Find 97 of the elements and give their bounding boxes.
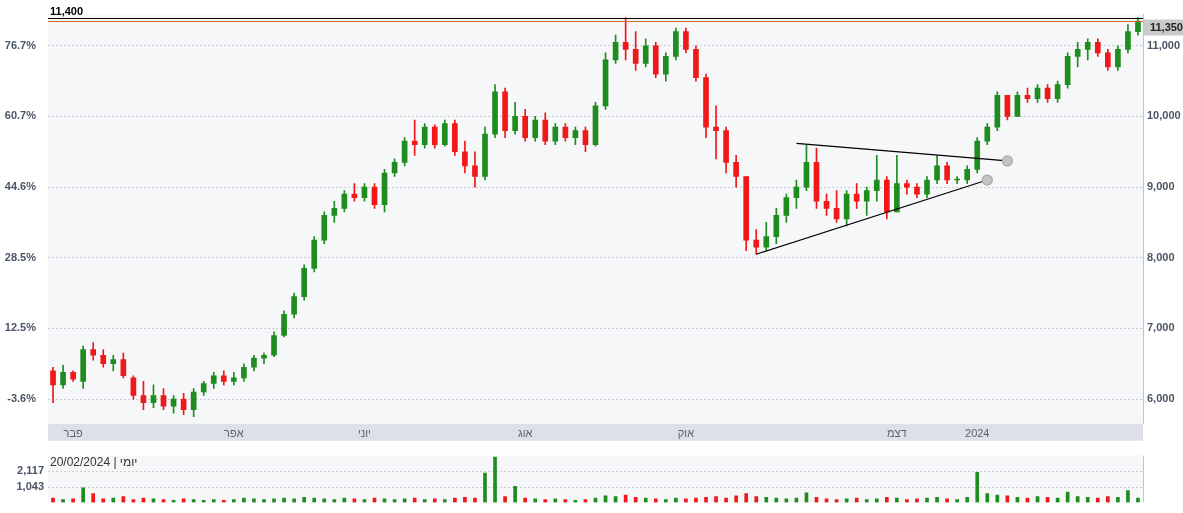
- bar: [663, 499, 668, 503]
- bar: [503, 496, 507, 503]
- y-tick-label: 9,000: [1147, 180, 1175, 193]
- bar: [71, 498, 75, 503]
- bar: [322, 498, 327, 503]
- bar: [965, 496, 970, 503]
- bar: [463, 496, 467, 503]
- bar: [704, 496, 708, 503]
- bar: [674, 497, 678, 503]
- bar: [412, 497, 417, 503]
- bar: [935, 496, 939, 503]
- bar: [744, 493, 749, 503]
- bar: [252, 498, 256, 503]
- bar: [111, 497, 116, 503]
- bar: [282, 497, 286, 503]
- ref-line-label: 11,400: [50, 4, 84, 17]
- bar: [91, 493, 96, 503]
- bar: [975, 472, 980, 503]
- bar: [734, 495, 738, 503]
- y-tick-label: 6,000: [1147, 392, 1175, 405]
- bar: [272, 498, 276, 503]
- bar: [633, 496, 638, 503]
- bar: [885, 496, 889, 503]
- bar: [432, 498, 437, 503]
- x-tick-label: אוק: [677, 427, 695, 440]
- y-tick-label: 1,043: [16, 480, 44, 493]
- bar: [1095, 497, 1100, 503]
- y-tick-label: 7,000: [1147, 321, 1175, 334]
- bar: [553, 498, 558, 503]
- bar: [925, 497, 929, 503]
- bar: [453, 497, 457, 503]
- bar: [422, 499, 427, 503]
- bar: [242, 497, 246, 503]
- bar: [1106, 496, 1110, 503]
- x-tick-label: דצמ: [887, 427, 907, 440]
- x-tick-label: אפר: [224, 427, 244, 440]
- bar: [533, 498, 538, 503]
- bar: [874, 498, 879, 503]
- bar: [332, 499, 337, 503]
- y2-tick-label: 28.5%: [4, 251, 37, 264]
- bar: [864, 499, 869, 503]
- y2-tick-label: 76.7%: [4, 39, 37, 52]
- bar: [292, 498, 296, 503]
- bar: [483, 472, 487, 503]
- bar: [543, 499, 548, 503]
- x-tick-label: אוג: [517, 427, 533, 440]
- bar: [1126, 490, 1130, 503]
- bar: [493, 456, 497, 503]
- bar: [523, 497, 528, 503]
- bar: [694, 497, 698, 503]
- bar: [955, 499, 959, 503]
- bar: [854, 497, 859, 503]
- y-tick-label: 2,117: [17, 464, 44, 477]
- bar: [764, 496, 769, 503]
- bar: [1136, 497, 1140, 503]
- bar: [684, 498, 688, 503]
- candlestick: [411, 119, 418, 156]
- bar: [1085, 496, 1090, 503]
- bar: [101, 498, 106, 503]
- bar: [985, 493, 990, 503]
- y2-tick-label: -3.6%: [7, 392, 37, 405]
- bar: [1075, 496, 1080, 503]
- bar: [905, 499, 909, 503]
- bar: [714, 496, 718, 503]
- bar: [643, 497, 648, 503]
- bar: [232, 499, 236, 503]
- bar: [473, 497, 477, 503]
- candlestick: [873, 154, 880, 202]
- x-tick-label: יוני: [358, 427, 371, 440]
- y-tick-label: 11,000: [1147, 38, 1181, 51]
- x-tick-label: פבר: [63, 427, 83, 440]
- bar: [61, 499, 65, 503]
- bar: [724, 497, 728, 503]
- y-tick-label: 10,000: [1147, 109, 1181, 122]
- ref-line-label: 11,350: [1149, 20, 1183, 33]
- bar: [754, 496, 759, 503]
- bar: [1116, 496, 1120, 503]
- bar: [262, 499, 266, 503]
- y2-tick-label: 44.6%: [4, 180, 37, 193]
- bar: [211, 499, 216, 503]
- chart-title: יומי | 20/02/2024: [50, 454, 138, 469]
- bar: [653, 498, 658, 503]
- y2-tick-label: 12.5%: [4, 321, 37, 334]
- bar: [51, 497, 55, 503]
- bar: [302, 496, 306, 503]
- bar: [312, 497, 317, 503]
- bar: [513, 485, 517, 503]
- y-tick-label: 8,000: [1147, 250, 1175, 263]
- bar: [915, 498, 919, 503]
- bar: [945, 498, 949, 503]
- candlestick: [713, 105, 719, 160]
- bar: [774, 497, 779, 503]
- bar: [442, 499, 447, 503]
- bar: [895, 497, 899, 503]
- x-tick-label: 2024: [965, 427, 990, 440]
- y2-tick-label: 60.7%: [4, 109, 37, 122]
- bar: [81, 487, 85, 503]
